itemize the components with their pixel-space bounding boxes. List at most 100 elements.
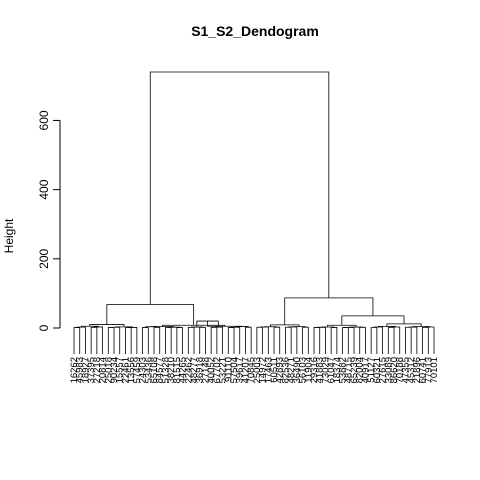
leaf-label: 57459 [132,357,143,383]
dendrogram-branch [76,326,86,354]
dendrogram-branch [359,326,366,354]
leaf-label: 13556 [126,357,137,383]
leaf-label: 11904 [303,357,314,383]
dendrogram-branch [176,327,183,354]
leaf-label: 60511 [269,357,280,383]
leaf-label: 41207 [240,357,251,383]
dendrogram-branch [316,326,326,354]
dendrogram-branch [412,326,431,328]
leaf-label: 73029 [320,357,331,383]
leaf-label: 90234 [109,357,120,383]
leaf-label: 47355 [400,357,411,383]
leaf-label: 82004 [355,357,366,383]
dendrogram-branch [153,326,161,354]
leaf-label: 39617 [235,357,246,383]
dendrogram-branch [387,326,395,354]
y-tick-label: 0 [37,324,51,331]
leaf-label: 45983 [75,357,86,383]
dendrogram-branch [125,327,132,354]
dendrogram-branch [285,326,292,354]
leaf-label: 27615 [378,357,389,383]
leaf-label: 51328 [160,357,171,383]
y-tick-label: 400 [37,179,51,199]
leaf-label: 16262 [69,357,80,383]
leaf-label: 45312 [406,357,417,383]
leaf-label: 53436 [143,357,154,383]
chart-title: S1_S2_Dendogram [191,23,319,39]
dendrogram-branch [342,327,349,354]
dendrogram-branch [230,326,241,354]
dendrogram-branch [149,71,330,305]
leaf-label: 48715 [343,357,354,383]
leaf-label: 70188 [395,357,406,383]
leaf-label: 21896 [412,357,423,383]
dendrogram-branch [287,326,298,354]
dendrogram-branch [199,326,206,354]
leaf-label: 42893 [275,357,286,383]
leaf-label: 25018 [103,357,114,383]
dendrogram-branch [90,327,98,354]
leaf-label: 18927 [80,357,91,383]
dendrogram-branch [330,327,338,354]
dendrogram-branch [165,327,172,354]
dendrogram-branch [273,326,281,354]
leaf-label: 37395 [86,357,97,383]
leaf-label: 60321 [372,357,383,383]
leaf-label: 82536 [280,357,291,383]
leaf-label: 14972 [258,357,269,383]
leaf-label: 41883 [315,357,326,383]
dendrogram-branch [196,320,219,328]
leaf-label: 67702 [212,357,223,383]
dendrogram-branch [227,327,235,354]
leaf-label: 70101 [429,357,440,383]
leaf-label: 77913 [423,357,434,383]
leaf-label: 22462 [183,357,194,383]
leaf-label: 61047 [326,357,337,383]
leaf-label: 17463 [263,357,274,383]
dendrogram-branch [210,326,218,354]
leaf-label: 51127 [366,357,377,383]
leaf-label: 65108 [149,357,160,383]
leaf-label: 27148 [200,357,211,383]
leaf-label: 84577 [155,357,166,383]
leaf-label: 57504 [229,357,240,383]
dendrogram-branch [341,315,405,326]
leaf-label: 36490 [292,357,303,383]
y-tick-label: 600 [37,110,51,130]
leaf-label: 60741 [418,357,429,383]
dendrogram-branch [425,326,435,354]
leaf-label: 22461 [120,357,131,383]
dendrogram-branch [187,326,195,354]
dendrogram-branch [284,297,374,325]
leaf-label: 40052 [206,357,217,383]
dendrogram-branch [245,326,252,354]
dendrogram-branch [213,326,223,354]
leaf-label: 29316 [309,357,320,383]
leaf-label: 70845 [246,357,257,383]
leaf-label: 24303 [138,357,149,383]
leaf-label: 18374 [332,357,343,383]
leaf-label: 65239 [349,357,360,383]
dendrogram-branch [405,326,412,354]
leaf-label: 33089 [383,357,394,383]
leaf-label: 40917 [360,357,371,383]
leaf-label: 53221 [218,357,229,383]
dendrogram-branch [142,327,149,354]
leaf-label: 20814 [98,357,109,383]
dendrogram-branch [386,323,422,327]
leaf-label: 56103 [298,357,309,383]
dendrogram-branch [89,324,125,327]
leaf-label: 53882 [338,357,349,383]
leaf-label: 15557 [115,357,126,383]
dendrogram-branch [407,326,418,354]
dendrogram-branch [110,326,121,354]
dendrogram-branch [345,327,355,354]
dendrogram-branch [422,326,429,354]
leaf-label: 27218 [92,357,103,383]
dendrogram-branch [302,326,309,354]
leaf-label: 25003 [252,357,263,383]
leaf-labels: 1626245983189273739527218208142501890234… [69,357,440,383]
leaf-label: 36918 [195,357,206,383]
leaf-label: 86620 [389,357,400,383]
